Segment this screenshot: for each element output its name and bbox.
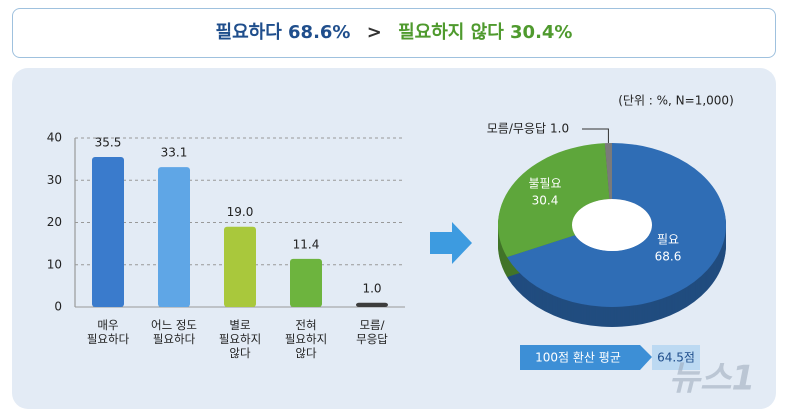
score-value-box — [652, 345, 700, 370]
slice-value: 30.4 — [532, 194, 559, 208]
score-label: 100점 환산 평균 — [535, 351, 621, 365]
y-tick-label: 30 — [47, 173, 62, 187]
pie-slice — [604, 143, 612, 200]
bar — [356, 302, 388, 307]
x-tick-label: 매우 필요하다 — [86, 318, 130, 346]
leader-line — [582, 128, 609, 144]
watermark: 뉴스1 — [669, 359, 755, 399]
slice-category: 필요 — [657, 233, 679, 247]
bar — [158, 167, 190, 307]
slice-category: 모름/무응답 — [487, 122, 546, 136]
headline-sign: > — [366, 22, 382, 43]
y-tick-label: 10 — [47, 257, 62, 271]
x-tick-label: 전혀 필요하지 않다 — [284, 318, 328, 360]
bar — [224, 226, 256, 307]
pie-slice — [507, 143, 727, 307]
value-label: 1.0 — [362, 281, 381, 295]
pie-slice — [498, 143, 610, 258]
headline: 필요하다 68.6% > 필요하지 않다 30.4% — [12, 8, 776, 58]
headline-right: 필요하지 않다 30.4% — [398, 22, 573, 43]
value-label: 11.4 — [293, 237, 320, 251]
y-tick-label: 0 — [54, 300, 62, 314]
x-tick-label: 별로 필요하지 않다 — [218, 318, 262, 360]
headline-left: 필요하다 68.6% — [215, 22, 351, 43]
value-label: 19.0 — [227, 205, 254, 219]
unit-note: (단위 : %, N=1,000) — [618, 94, 734, 108]
score-value: 64.5점 — [657, 351, 695, 365]
score-label-box — [520, 345, 652, 370]
y-tick-label: 20 — [47, 215, 62, 229]
value-label: 35.5 — [95, 136, 122, 150]
y-tick-label: 40 — [47, 131, 62, 145]
slice-value: 1.0 — [550, 122, 569, 136]
x-tick-label: 모름/ 무응답 — [356, 318, 388, 346]
arrow — [430, 222, 472, 264]
slice-category: 불필요 — [528, 177, 561, 191]
x-tick-label: 어느 정도 필요하다 — [151, 318, 197, 346]
bar — [92, 157, 124, 307]
value-label: 33.1 — [161, 146, 188, 160]
donut-hole — [572, 199, 652, 251]
bar — [290, 258, 322, 307]
slice-value: 68.6 — [655, 250, 682, 264]
